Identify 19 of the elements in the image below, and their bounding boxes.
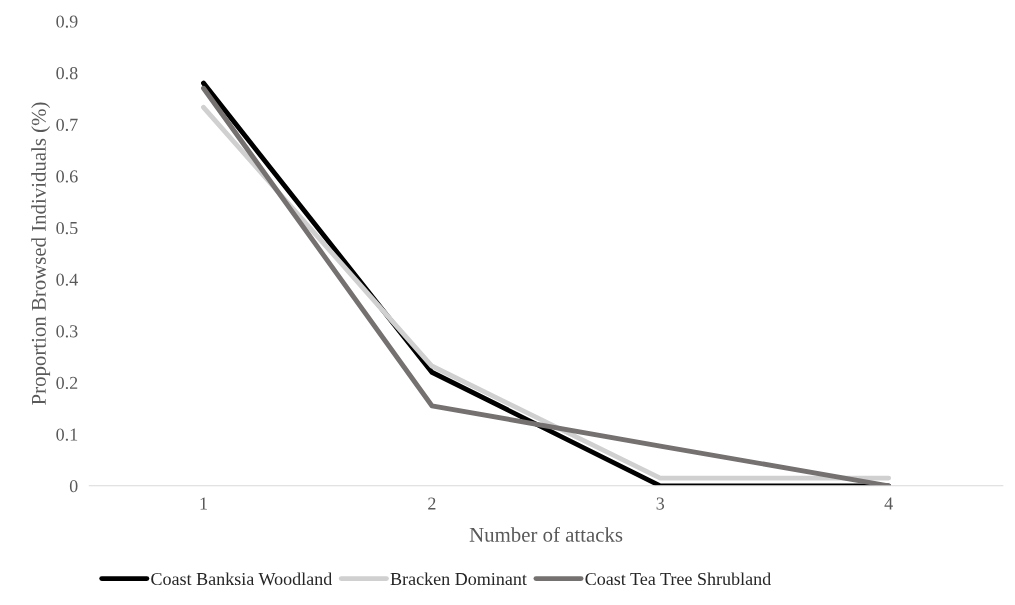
y-tick-label: 0.7 — [56, 118, 78, 131]
y-axis-title: Proportion Browsed Individuals (%) — [31, 102, 51, 405]
y-tick-label: 0.5 — [56, 221, 78, 235]
x-axis-title: Number of attacks — [469, 526, 623, 542]
y-tick-label: 0.9 — [56, 15, 78, 28]
x-tick-label: 2 — [428, 497, 436, 510]
legend-label: Coast Tea Tree Shrubland — [585, 572, 771, 586]
y-tick-label: 0.4 — [56, 273, 78, 286]
y-tick-label: 0.8 — [56, 67, 78, 80]
y-tick-label: 0.6 — [56, 170, 78, 183]
x-tick-label: 1 — [200, 497, 207, 510]
legend-label: Coast Banksia Woodland — [151, 572, 333, 586]
x-tick-label: 4 — [884, 497, 893, 510]
y-tick-label: 0.3 — [56, 325, 78, 338]
y-tick-label: 0 — [69, 480, 78, 493]
legend-label: Bracken Dominant — [390, 572, 527, 586]
x-tick-label: 3 — [656, 497, 665, 510]
y-tick-label: 0.2 — [56, 376, 78, 390]
y-tick-label: 0.1 — [56, 428, 78, 441]
